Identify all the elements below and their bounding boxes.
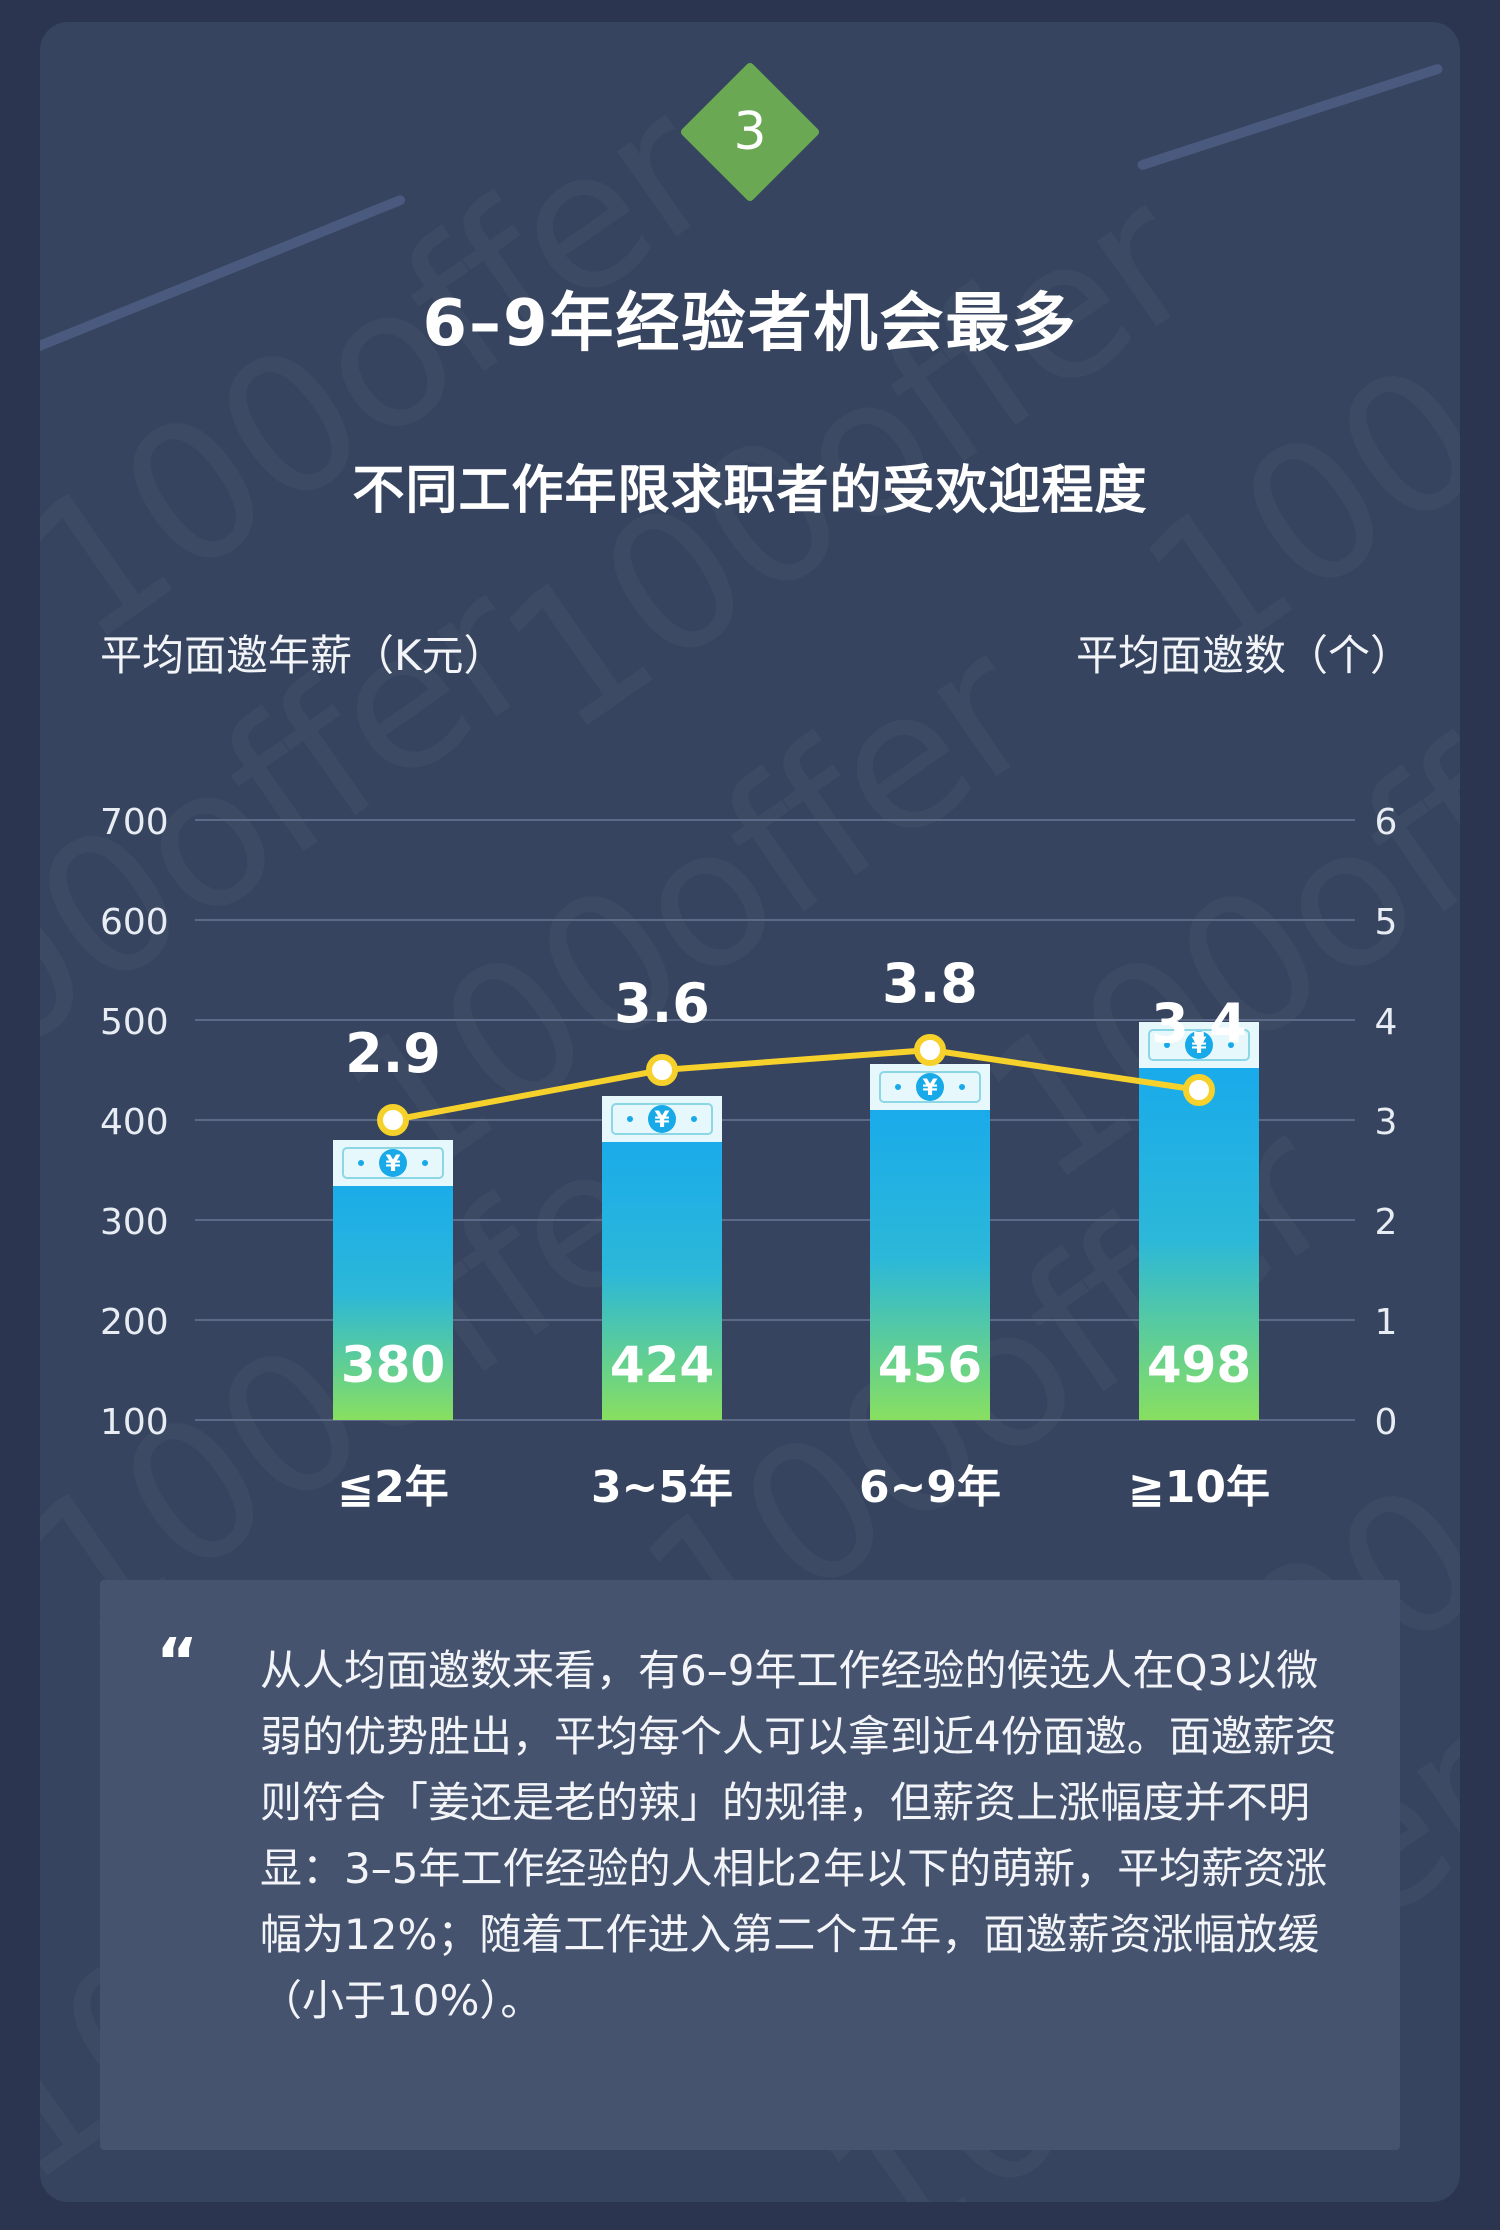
yen-symbol: ¥ [385,1152,401,1177]
banknote-icon: ¥ [870,1064,990,1110]
chart: 100 0 200 1 300 2 400 3 500 4 600 5 700 6 ¥ ¥ ¥ ¥ 380 ≦2年… [100,802,1398,1513]
category-label: ≧10年 [1128,1462,1270,1513]
banknote-dot [358,1160,364,1166]
left-tick-label: 400 [100,1102,169,1143]
banknote-icon: ¥ [1139,1022,1259,1068]
banknote-border [611,1103,713,1135]
right-tick-label: 0 [1375,1402,1398,1443]
left-tick-label: 500 [100,1002,169,1043]
banknote-border [1148,1029,1250,1061]
yen-symbol: ¥ [922,1076,938,1101]
right-tick-label: 2 [1375,1202,1398,1243]
yen-symbol: ¥ [1191,1034,1207,1059]
chart-title: 不同工作年限求职者的受欢迎程度 [352,461,1148,521]
left-axis-title: 平均面邀年薪（K元） [100,631,506,680]
category-label: 3~5年 [591,1462,733,1513]
banknote-icon: ¥ [333,1140,453,1186]
left-tick-label: 100 [100,1402,169,1443]
line-value-label: 3.8 [882,952,978,1015]
bar [333,1140,453,1420]
banknote-dot [895,1084,901,1090]
section-number: 3 [733,102,767,162]
banknote-dot [959,1084,965,1090]
line-value-label: 3.4 [1151,992,1247,1055]
bar-series: ¥ ¥ ¥ ¥ [333,1022,1259,1420]
left-tick-label: 200 [100,1302,169,1343]
line-point [377,1104,409,1136]
line-value-label: 3.6 [614,972,710,1035]
banknote-border [879,1071,981,1103]
headline: 6–9年经验者机会最多 [422,287,1078,361]
category-label: ≦2年 [337,1462,448,1513]
left-tick-label: 700 [100,802,169,843]
line-point [914,1034,946,1066]
banknote-icon: ¥ [602,1096,722,1142]
bar [870,1064,990,1420]
line-series [377,1034,1215,1136]
yen-coin [1185,1031,1213,1059]
right-tick-label: 6 [1375,802,1398,843]
banknote-dot [691,1116,697,1122]
banknote-dot [422,1160,428,1166]
yen-coin [648,1105,676,1133]
category-label: 6~9年 [859,1462,1001,1513]
quote-box: “ 从人均面邀数来看，有6–9年工作经验的候选人在Q3以微弱的优势胜出，平均每个… [100,1580,1400,2150]
line-point [646,1054,678,1086]
bar-value-label: 424 [610,1336,714,1394]
left-tick-label: 600 [100,902,169,943]
bar-value-label: 456 [878,1336,982,1394]
bar-value-label: 498 [1147,1336,1251,1394]
bar [602,1096,722,1420]
bar-value-label: 380 [341,1336,445,1394]
banknote-dot [627,1116,633,1122]
banknote-dot [1228,1042,1234,1048]
yen-coin [379,1149,407,1177]
yen-coin [916,1073,944,1101]
right-axis-title: 平均面邀数（个） [1075,631,1412,680]
banknote-dot [1164,1042,1170,1048]
line-value-label: 2.9 [345,1022,441,1085]
labels: 380 ≦2年 424 3~5年 456 6~9年 498 ≧10年 2.9 3.6 3.8 3.4 [337,952,1270,1513]
right-tick-label: 4 [1375,1002,1398,1043]
right-tick-label: 1 [1375,1302,1398,1343]
right-tick-label: 3 [1375,1102,1398,1143]
yen-symbol: ¥ [654,1108,670,1133]
banknote-border [342,1147,444,1179]
line-point [1183,1074,1215,1106]
right-tick-label: 5 [1375,902,1398,943]
left-tick-label: 300 [100,1202,169,1243]
series-line [392,1047,1200,1123]
quote-mark-icon: “ [156,1626,199,1700]
quote-text: 从人均面邀数来看，有6–9年工作经验的候选人在Q3以微弱的优势胜出，平均每个人可… [260,1646,1337,2025]
